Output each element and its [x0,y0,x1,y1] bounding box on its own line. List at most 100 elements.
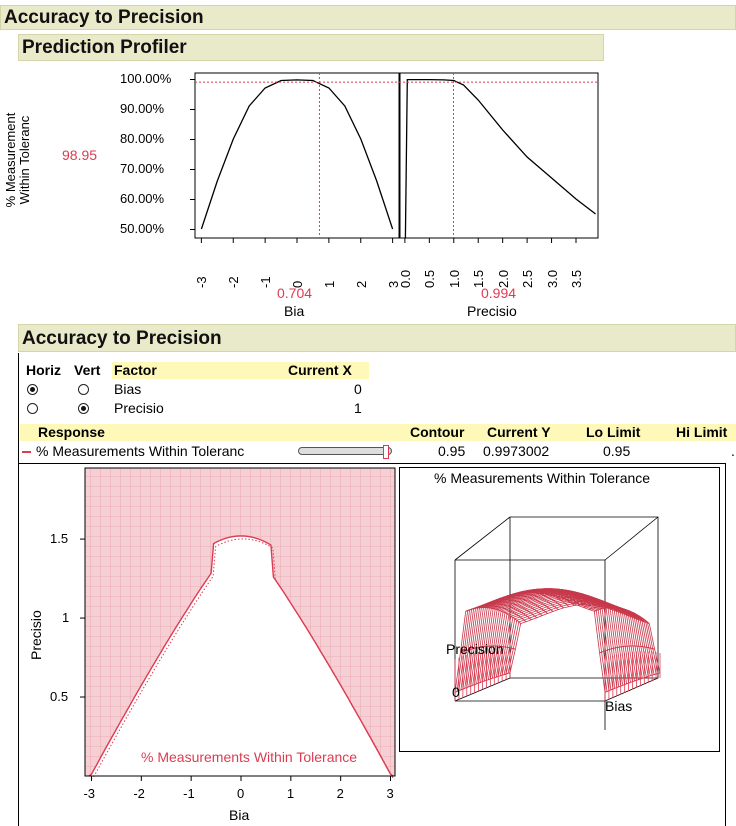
bias-x-tick: 2 [353,280,369,288]
bias-horiz-radio[interactable] [27,384,38,395]
profiler-y-tick: 80.00% [120,131,165,146]
contour-x-tick: -1 [183,786,195,801]
report-title: Accuracy to Precision [4,7,204,28]
surface-axis-precision: Precision [446,641,504,657]
precision-x-tick: 2.5 [520,269,536,288]
col-horiz: Horiz [26,362,61,378]
profiler-y-tickmark [190,199,195,200]
contour-x-tick: 1 [286,786,295,801]
profiler-title: Prediction Profiler [22,37,187,58]
contour-value[interactable]: 0.95 [438,443,466,459]
surface-mesh-line [507,602,659,674]
contour-y-tick: 1.5 [50,531,69,547]
profiler-curve [200,79,394,230]
y-label-line1: % Measurement [3,112,18,208]
hi-limit-value[interactable]: . [731,443,735,459]
contour-y-label: Precisio [28,610,44,660]
factor-precision: Precisio [114,400,164,416]
precision-vert-radio[interactable] [78,403,89,414]
bias-current-x-value[interactable]: 0 [354,381,362,397]
profiler-y-tick: 90.00% [120,101,165,116]
contour-y-tick: 1 [62,610,70,626]
contour-slider[interactable] [298,445,392,459]
response-color-swatch [22,451,31,453]
y-label-line2: Within Toleranc [17,115,32,205]
surface-mesh-line [509,604,661,673]
bias-vert-radio[interactable] [78,384,89,395]
bias-axis-label: Bia [284,303,305,319]
profiler-y-tick: 100.00% [120,71,172,86]
report-title-bar[interactable]: Accuracy to Precision [0,5,736,30]
col-hi-limit: Hi Limit [676,424,728,440]
response-name: % Measurements Within Toleranc [36,443,245,459]
response-table: Response Contour Current Y Lo Limit Hi L… [20,424,736,464]
surface-mesh-line [501,598,653,676]
surface-title: % Measurements Within Tolerance [434,470,651,486]
surface-mesh-line [505,601,657,675]
precision-x-tick: 0.0 [397,269,413,288]
precision-x-tick: 1.0 [446,269,462,288]
col-current-y: Current Y [487,424,551,440]
surface-panel[interactable] [399,467,720,752]
profiler-header[interactable]: Prediction Profiler [18,34,604,61]
surface-mesh [454,588,661,701]
col-vert: Vert [74,362,101,378]
profiler-y-tick: 50.00% [120,221,165,236]
factor-header-bg [112,362,369,379]
contour-plot[interactable] [80,466,400,786]
col-contour: Contour [410,424,465,440]
plots-frame [18,463,726,826]
precision-axis-label: Precisio [467,303,517,319]
precision-curve-group [404,73,596,239]
profiler-y-tick: 70.00% [120,161,165,176]
precision-x-tick: 0.5 [422,269,438,288]
profiler-y-tickmark [190,169,195,170]
bias-x-tick: 1 [321,280,337,288]
contour-x-tick: 0 [236,786,245,801]
profiler-y-tickmark [190,229,195,230]
contour-header[interactable]: Accuracy to Precision [18,324,736,352]
bias-x-tick: -1 [258,276,274,288]
contour-title: Accuracy to Precision [22,328,222,349]
contour-x-tick: -2 [133,786,145,801]
surface-mesh-line [503,599,655,675]
profiler-y-label: % Measurement Within Toleranc [3,95,32,225]
lo-limit-value[interactable]: 0.95 [603,443,631,459]
current-y-value: 0.9973002 [483,443,550,459]
profiler-plot[interactable] [190,70,610,250]
profiler-current-y: 98.95 [62,147,98,163]
bias-current-x[interactable]: 0.704 [277,285,313,301]
surface-axis-bias: Bias [605,698,633,714]
col-factor: Factor [114,362,157,378]
bias-curve-group [200,73,394,238]
contour-x-tick: -3 [83,786,96,801]
precision-horiz-radio[interactable] [27,403,38,414]
bias-x-tick: -2 [226,276,242,288]
bias-panel-frame [194,72,400,239]
profiler-y-tickmark [190,109,195,110]
feasible-region [88,535,394,776]
surface-plot[interactable] [400,490,718,730]
surface-mesh-line [497,595,649,677]
profiler-y-tickmark [190,79,195,80]
response-header-bg [20,424,736,441]
profiler-y-tickmark [190,139,195,140]
slider-thumb[interactable] [383,445,389,459]
profiler-curve [404,78,596,239]
precision-current-x-value[interactable]: 1 [354,400,362,416]
profiler-y-tick: 60.00% [120,191,165,206]
surface-origin-label: 0 [452,684,460,700]
col-lo-limit: Lo Limit [586,424,641,440]
factor-table: Horiz Vert Factor Current X Bias 0 Preci… [26,362,371,420]
precision-current-x[interactable]: 0.994 [481,285,517,301]
factor-bias: Bias [114,381,142,397]
contour-x-label: Bia [229,807,250,823]
contour-x-tick: 3 [386,786,394,801]
surface-mesh-line [499,596,651,676]
contour-region-label: % Measurements Within Tolerance [141,749,358,765]
col-response: Response [38,424,105,440]
contour-y-tick: 0.5 [50,689,69,705]
precision-panel-frame [399,72,599,239]
contour-container [18,353,736,826]
contour-line-dotted [90,538,396,780]
